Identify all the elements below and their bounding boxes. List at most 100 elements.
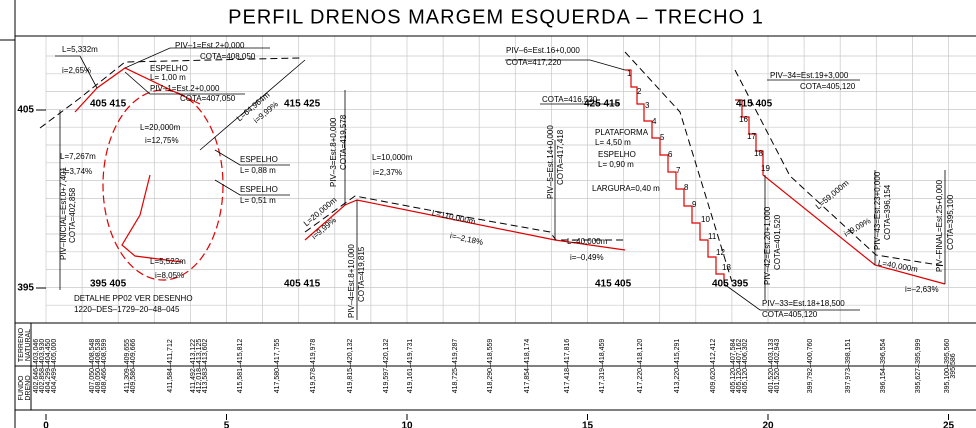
row-label: TERRENO (18, 327, 25, 362)
annotation: i=2,65% (62, 66, 91, 75)
annotation: L=5,332m (62, 45, 98, 54)
annotation: 405 415 (90, 99, 127, 110)
annotation: PIV–43=Est.23+0,000 (873, 171, 882, 250)
annotation: L=40,000m (567, 237, 608, 246)
annotation: ESPELHO (150, 64, 188, 73)
annotation: COTA=417,220 (506, 58, 562, 67)
annotation: PIV–4=Est.8+10,000 (347, 244, 356, 318)
table-value: 413,583–413,602 (202, 339, 209, 394)
annotation: 1 (627, 69, 632, 78)
annotation: COTA=419,578 (339, 114, 348, 170)
annotation: 405 415 (284, 279, 321, 290)
table-value: 419,161–419,731 (407, 339, 414, 394)
annotation: ESPELHO (240, 185, 278, 194)
annotation: COTA=408,050 (200, 52, 256, 61)
table-value: 409,586–409,666 (130, 339, 137, 394)
annotation: 395 405 (90, 279, 127, 290)
annotation: COTA=402,858 (68, 187, 77, 243)
title: PERFIL DRENOS MARGEM ESQUERDA – TRECHO 1 (228, 6, 764, 28)
annotation: ESPELHO (598, 150, 636, 159)
annotation: PIV–33=Est.18+18,500 (762, 299, 845, 308)
annotation: PIV–FINAL=Est.25+0,000 (935, 179, 944, 272)
table-value: 408,466–408,599 (101, 339, 108, 394)
annotation: PIV–42=Est.20+1,000 (763, 206, 772, 285)
table-value: 409,620–412,412 (710, 339, 717, 394)
annotation: PIV–3=Est.8+0,000 (329, 117, 338, 187)
table-value: 417,418–417,816 (564, 339, 571, 394)
table-value: 417,580–417,755 (274, 339, 281, 394)
annotation: 2 (637, 87, 642, 96)
annotation: 11 (708, 232, 717, 241)
annotation: COTA=401,520 (773, 214, 782, 270)
annotation: 4 (652, 117, 657, 126)
annotation: L= 0,90 m (598, 160, 634, 169)
annotation: 17 (747, 132, 756, 141)
table-value: 419,815–420,132 (347, 339, 354, 394)
profile-drawing: PERFIL DRENOS MARGEM ESQUERDA – TRECHO 1… (0, 0, 976, 428)
annotation: 6 (668, 150, 673, 159)
annotation: i=12,75% (145, 136, 179, 145)
table-value: 405,120–406,302 (742, 339, 749, 394)
annotation: LARGURA=0,40 m (592, 184, 660, 193)
annotation: PIV–INICIAL=Est.0+7,401 (59, 167, 68, 260)
annotation: 16 (739, 115, 748, 124)
table-value: 395,627–395,999 (915, 339, 922, 394)
table-value: 419,597–420,132 (383, 339, 390, 394)
table-value: 397,973–398,151 (845, 339, 852, 394)
annotation: i=8,05% (155, 271, 184, 280)
annotation: COTA=395,100 (946, 194, 955, 250)
annotation: PIV–1=Est.2+0,000 (175, 41, 245, 50)
annotation: i=2,37% (373, 168, 402, 177)
annotation: COTA=417,418 (556, 129, 565, 185)
annotation: COTA=419,815 (357, 246, 366, 302)
annotation: L=7,267m (60, 152, 96, 161)
annotation: i=–0,49% (570, 253, 604, 262)
row-label: NATURAL (25, 329, 32, 361)
annotation: DETALHE PP02 VER DESENHO (74, 294, 193, 303)
annotation: PIV–5=Est.14+0,000 (546, 125, 555, 199)
table-value: 401,520–402,943 (774, 339, 781, 394)
annotation: 10 (701, 215, 710, 224)
annotation: 19 (761, 164, 770, 173)
annotation: 415 405 (736, 99, 773, 110)
annotation: PIV–6=Est.16+0,000 (506, 46, 580, 55)
annotation: ESPELHO (240, 155, 278, 164)
table-value: 417,319–418,459 (599, 339, 606, 394)
elevation-label: 405 (17, 105, 34, 116)
row-label: FUNDO (18, 375, 25, 400)
table-value: 417,854–418,174 (524, 339, 531, 394)
annotation: L=5,522m (150, 257, 186, 266)
annotation: 415 425 (284, 99, 321, 110)
annotation: PLATAFORMA (595, 128, 649, 137)
annotation: 13 (722, 263, 731, 272)
annotation: 9 (692, 200, 697, 209)
annotation: i=–2,63% (905, 285, 939, 294)
table-value: 404,499–405,000 (51, 339, 58, 394)
elevation-label: 395 (17, 283, 34, 294)
table-value: 417,220–418,120 (637, 339, 644, 394)
annotation: PIV–1=Est.2+0,000 (150, 84, 220, 93)
annotation: COTA=405,120 (762, 310, 818, 319)
annotation: COTA=405,120 (800, 82, 856, 91)
annotation: COTA=396,154 (883, 184, 892, 240)
annotation: i=–2,18% (449, 231, 484, 247)
annotation: PIV–34=Est.19+3,000 (770, 71, 849, 80)
station-label: 15 (582, 421, 594, 428)
annotation: 5 (660, 133, 665, 142)
annotation: L=110,000m (431, 208, 476, 226)
annotation: 3 (645, 101, 650, 110)
station-label: 20 (762, 421, 774, 428)
table-value: 413,220–415,291 (674, 339, 681, 394)
annotation: L= 0,51 m (240, 196, 276, 205)
annotation: 1220–DES–1729–20–48–045 (74, 305, 180, 314)
table-value: 411,584–411,712 (167, 339, 174, 393)
annotation: L= 0,88 m (240, 166, 276, 175)
table-value: 395,586 (950, 353, 957, 378)
drain-line (122, 175, 182, 262)
annotation: 8 (684, 183, 689, 192)
annotation: L= 1,00 m (150, 73, 186, 82)
annotation: L=59,000m (814, 178, 851, 211)
annotation: 12 (716, 248, 725, 257)
annotation: 7 (676, 166, 681, 175)
